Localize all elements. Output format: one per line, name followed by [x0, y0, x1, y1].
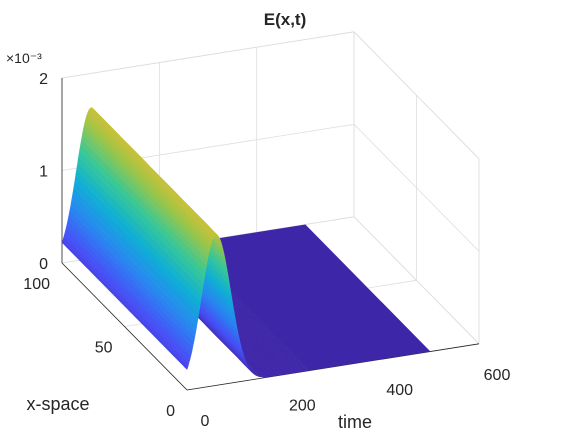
x-space-axis-line [61, 262, 188, 391]
box-edge [353, 31, 480, 160]
surface-plot [61, 107, 431, 378]
surface-flat-region [183, 224, 431, 371]
box-edge [61, 31, 355, 79]
